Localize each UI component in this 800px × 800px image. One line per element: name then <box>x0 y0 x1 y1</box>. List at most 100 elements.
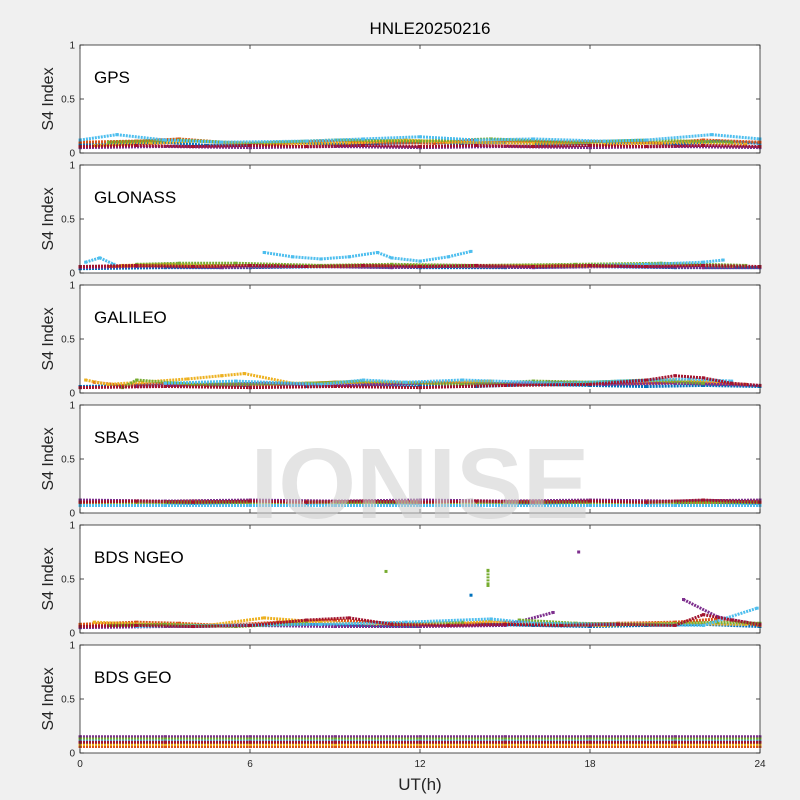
data-segment <box>334 498 421 503</box>
data-point <box>333 503 337 507</box>
data-point <box>469 593 473 597</box>
data-point <box>645 500 649 504</box>
data-segment <box>320 620 406 626</box>
data-point <box>319 257 323 261</box>
data-segment <box>674 374 704 380</box>
data-point <box>475 499 479 503</box>
data-segment <box>306 263 364 269</box>
panel-galileo: 0 0.5 1 S4 Index GALILEO <box>40 281 762 400</box>
data-point <box>645 262 649 266</box>
data-segment <box>618 265 704 270</box>
data-point <box>701 613 705 617</box>
data-point <box>92 380 96 384</box>
data-point <box>687 377 691 381</box>
data-segment <box>79 623 137 629</box>
data-point <box>730 381 734 385</box>
data-point <box>333 742 337 746</box>
data-point <box>319 622 323 626</box>
data-point <box>673 745 677 749</box>
data-point <box>305 385 309 389</box>
data-point <box>242 372 246 376</box>
y-tick-label: 1 <box>69 161 75 172</box>
data-point <box>475 263 479 267</box>
data-point <box>503 503 507 507</box>
data-segment <box>419 263 477 269</box>
data-segment <box>589 499 647 504</box>
data-point <box>418 381 422 385</box>
data-point <box>248 499 252 503</box>
data-segment <box>703 498 761 504</box>
data-segment <box>136 623 194 629</box>
data-segment <box>476 499 534 504</box>
data-point <box>248 503 252 507</box>
data-segment <box>533 499 591 504</box>
series-7 <box>78 263 762 269</box>
data-point <box>716 620 719 624</box>
data-point <box>177 138 181 142</box>
data-point <box>177 261 181 265</box>
data-segment <box>646 133 712 142</box>
data-point <box>361 137 365 141</box>
data-point <box>305 500 309 504</box>
series-6 <box>78 133 762 144</box>
plot-area <box>80 285 760 393</box>
data-point <box>716 617 719 621</box>
data-point <box>390 262 394 266</box>
data-segment <box>193 263 251 269</box>
data-point <box>744 142 748 146</box>
data-point <box>602 382 606 386</box>
data-segment <box>462 140 506 145</box>
data-point <box>333 385 337 389</box>
data-segment <box>193 623 251 629</box>
data-point <box>135 499 139 503</box>
watermark-text: IONISE <box>251 428 590 540</box>
data-segment <box>533 143 591 149</box>
y-axis-label: S4 Index <box>40 307 57 370</box>
data-point <box>701 498 705 502</box>
data-segment <box>79 143 137 149</box>
data-point <box>418 500 422 504</box>
data-point <box>92 143 96 147</box>
data-point <box>489 619 493 623</box>
data-segment <box>164 138 222 144</box>
series-7 <box>78 498 762 504</box>
plot-area <box>80 45 760 153</box>
data-point <box>135 263 139 267</box>
data-segment <box>561 622 619 627</box>
data-point <box>305 139 309 143</box>
data-point <box>730 618 734 622</box>
data-segment <box>405 378 463 384</box>
data-point <box>659 621 663 625</box>
data-point <box>291 255 294 259</box>
panel-glonass: 0 0.5 1 S4 Index GLONASS <box>40 161 762 280</box>
data-segment <box>79 133 118 142</box>
data-point <box>531 137 535 141</box>
data-point <box>390 266 394 270</box>
data-point <box>191 382 195 386</box>
data-point <box>248 745 252 749</box>
data-segment <box>419 143 477 149</box>
data-point <box>486 568 490 572</box>
data-point <box>163 622 167 626</box>
data-point <box>319 382 323 386</box>
data-segment <box>306 616 350 622</box>
data-point <box>163 742 167 746</box>
data-point <box>716 615 719 619</box>
data-segment <box>448 140 534 145</box>
data-segment <box>164 385 251 390</box>
y-tick-label: 0 <box>69 629 75 640</box>
data-point <box>475 143 479 147</box>
data-segment <box>363 378 406 384</box>
data-segment <box>377 622 435 627</box>
data-segment <box>490 617 534 625</box>
data-point <box>305 618 309 622</box>
data-point <box>390 622 394 626</box>
data-segment <box>306 137 364 143</box>
y-axis-label: S4 Index <box>40 187 57 250</box>
data-point <box>588 499 592 503</box>
constellation-label: GLONASS <box>94 188 176 207</box>
data-segment <box>533 379 591 384</box>
data-segment <box>561 139 619 144</box>
y-tick-label: 0.5 <box>61 455 75 466</box>
constellation-label: GALILEO <box>94 308 167 327</box>
